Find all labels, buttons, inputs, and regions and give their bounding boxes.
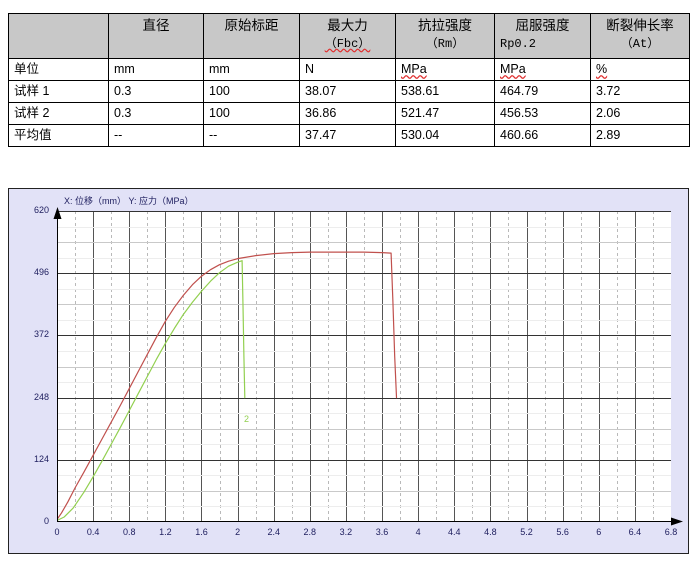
table-cell: 0.3 [108,80,204,103]
table-row: 试样 2 0.3 100 36.86 521.47 456.53 2.06 [8,102,690,125]
table-header-row: 直径 原始标距 最大力 （Fbc） 抗拉强度 （Rm） 屈服强度 Rp0.2 断裂伸长率 （At） [8,13,690,59]
series-curve-1 [57,251,398,521]
table-cell: 530.04 [395,124,495,147]
x-axis-tick-label: 0.4 [86,527,100,537]
column-header-title: 直径 [142,18,170,33]
table-cell: 538.61 [395,80,495,103]
table-cell: 38.07 [299,80,396,103]
table-cell: 0.3 [108,102,204,125]
column-header-subtitle: （At） [620,37,660,51]
row-label: 试样 1 [8,80,109,103]
x-axis-tick-label: 2.4 [267,527,280,537]
plot-svg [57,211,671,522]
column-header-3: 最大力 （Fbc） [299,13,396,59]
y-axis-tick-label: 620 [33,205,49,215]
table-cell: 2.06 [590,102,690,125]
x-axis-tick-label: 2.8 [303,527,317,537]
series-curves [57,251,398,522]
chart-axis-caption: X: 位移（mm） Y: 应力（MPa） [64,196,194,206]
series-curve-2 [57,260,246,522]
table-cell: N [299,58,396,81]
table-corner-cell [8,13,109,59]
x-axis-tick-label: 2 [235,527,241,537]
curve-label: 2 [244,414,250,425]
column-header-subtitle: Rp0.2 [500,37,537,51]
table-cell: MPa [494,58,591,81]
x-axis-tick-label: 0 [54,527,60,537]
column-header-4: 抗拉强度 （Rm） [395,13,495,59]
row-label: 试样 2 [8,102,109,125]
row-label: 平均值 [8,124,109,147]
column-header-1: 直径 [108,13,204,59]
y-axis-tick-label: 496 [33,267,49,278]
column-header-title: 抗拉强度 [418,18,472,33]
table-cell: 3.72 [590,80,690,103]
column-header-subtitle: （Rm） [425,37,465,51]
x-axis-tick-label: 6.8 [664,527,678,537]
y-axis-tick-label: 0 [43,516,49,526]
column-header-subtitle: （Fbc） [324,37,371,51]
table-row: 单位 mm mm N MPa MPa% [8,58,690,81]
column-header-6: 断裂伸长率 （At） [590,13,690,59]
column-header-title: 屈服强度 [515,18,570,33]
table-row: 平均值 -- -- 37.47 530.04 460.66 2.89 [8,124,690,147]
table-cell: 460.66 [494,124,591,147]
table-cell: 2.89 [590,124,690,147]
table-cell: 464.79 [494,80,591,103]
table-cell: 456.53 [494,102,591,125]
table-cell: -- [203,124,300,147]
table-cell: MPa [395,58,495,81]
y-axis-tick-label: 372 [33,329,49,340]
column-header-title: 断裂伸长率 [606,18,674,33]
x-axis-tick-label: 4 [415,527,421,537]
table-cell: mm [108,58,204,81]
y-axis-tick-label: 124 [33,453,49,464]
x-axis-tick-label: 1.2 [159,527,172,537]
x-axis-tick-label: 0.8 [122,527,136,537]
y-axis-tick-label: 248 [33,391,49,402]
table-cell: -- [108,124,204,147]
column-header-title: 原始标距 [224,18,279,33]
column-header-2: 原始标距 [203,13,300,59]
table-cell: 521.47 [395,102,495,125]
table-cell: mm [203,58,300,81]
x-axis-tick-label: 6.4 [628,527,642,537]
column-header-title: 最大力 [327,18,368,33]
row-label: 单位 [8,58,109,81]
table-cell: 100 [203,102,300,125]
table-cell: 37.47 [299,124,396,147]
x-axis-tick-label: 5.6 [556,527,569,537]
table-cell: % [590,58,690,81]
plot-area: 2 [53,207,683,526]
x-axis-tick-label: 3.2 [339,527,353,537]
results-table: 直径 原始标距 最大力 （Fbc） 抗拉强度 （Rm） 屈服强度 Rp0.2 断裂伸长率 （At）… [8,13,690,147]
stress-displacement-chart-panel: X: 位移（mm） Y: 应力（MPa） 0 124 248 372 496 620 0 0… [8,188,689,554]
table-cell: 100 [203,80,300,103]
grid-minor-vertical [75,211,654,522]
x-axis-tick-label: 4.8 [484,527,497,537]
x-axis-tick-label: 5.2 [520,527,533,537]
x-axis-tick-label: 1.6 [195,527,208,537]
column-header-5: 屈服强度 Rp0.2 [494,13,591,59]
grid-minor-horizontal [57,227,671,507]
table-row: 试样 1 0.3 100 38.07 538.61 464.79 3.72 [8,80,690,103]
table-cell: 36.86 [299,102,396,125]
x-axis-tick-label: 4.4 [448,527,461,537]
x-axis-tick-label: 6 [596,527,602,537]
grid-major-horizontal [57,211,671,461]
x-axis-tick-label: 3.6 [375,527,389,537]
